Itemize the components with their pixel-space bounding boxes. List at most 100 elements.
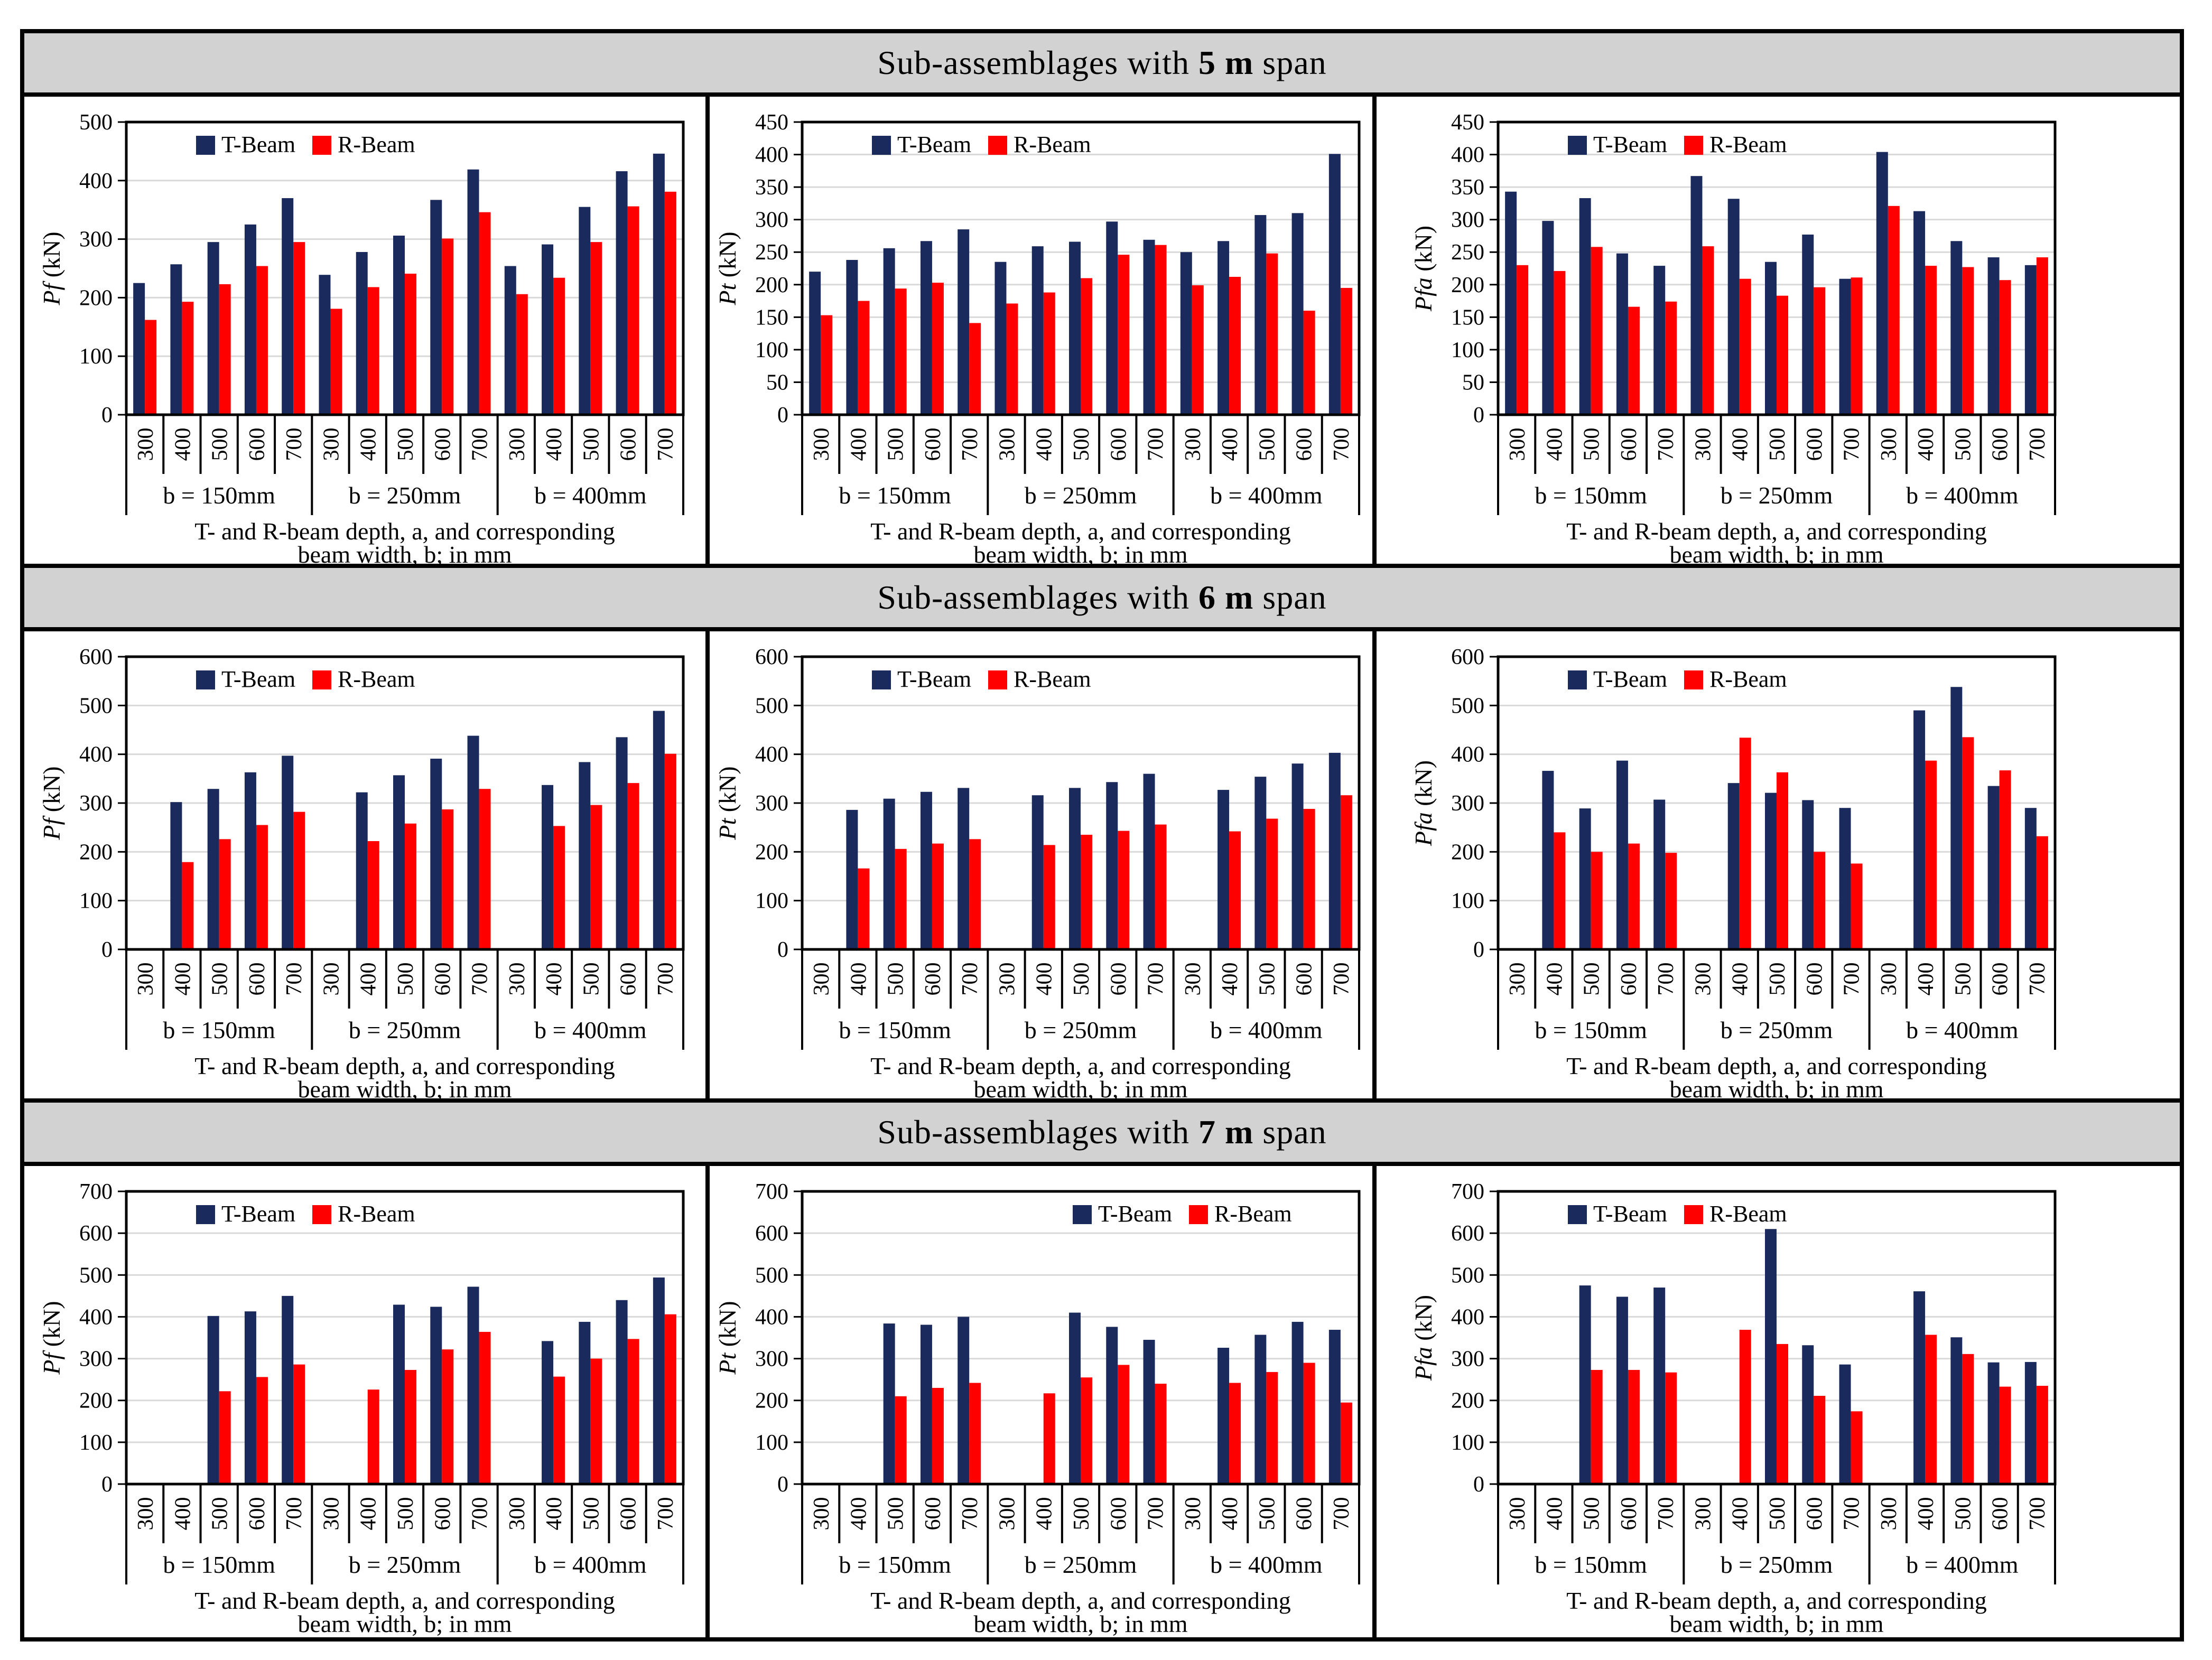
svg-text:400: 400 [171, 963, 195, 996]
y-axis-title: Pf (kN) [38, 1301, 65, 1375]
svg-text:b = 250mm: b = 250mm [348, 482, 461, 509]
bar-t-beam [578, 762, 590, 949]
bar-r-beam [553, 1376, 565, 1484]
svg-text:0: 0 [777, 403, 788, 427]
svg-text:500: 500 [1951, 1497, 1975, 1531]
svg-text:600: 600 [755, 1221, 788, 1246]
bar-r-beam [627, 206, 639, 415]
bar-t-beam [393, 235, 405, 415]
bar-t-beam [616, 1300, 628, 1484]
bar-t-beam [1217, 241, 1230, 415]
svg-text:400: 400 [356, 963, 380, 996]
charts-row: 0 100 200 300 400 500 600 700 300 400 500 600 700 300… [24, 1166, 2180, 1637]
legend: T-Beam R-Beam [1073, 1201, 1292, 1227]
svg-text:400: 400 [79, 743, 113, 767]
bar-t-beam [207, 242, 219, 415]
svg-text:beam width, b; in mm: beam width, b; in mm [298, 1610, 512, 1637]
bar-t-beam [1987, 786, 2000, 949]
t-beam-legend-swatch [1568, 1205, 1587, 1224]
bar-r-beam [1739, 1329, 1751, 1484]
svg-text:beam width, b; in mm: beam width, b; in mm [298, 1076, 512, 1098]
svg-text:500: 500 [1070, 428, 1094, 461]
svg-text:600: 600 [1293, 963, 1317, 996]
bar-r-beam [1043, 845, 1055, 949]
bar-t-beam [541, 244, 553, 415]
t-beam-legend-swatch [196, 1205, 215, 1224]
bar-r-beam [932, 1387, 944, 1484]
bar-t-beam [578, 1321, 590, 1484]
section-title: Sub-assemblages with 5 m span [877, 44, 1327, 81]
bar-t-beam [1291, 763, 1304, 949]
bar-t-beam [995, 262, 1007, 415]
bar-r-beam [1155, 824, 1167, 949]
section-title-band: Sub-assemblages with 5 m span [24, 33, 2180, 97]
bar-r-beam [932, 843, 944, 949]
svg-text:b = 150mm: b = 150mm [1535, 1016, 1647, 1043]
svg-text:0: 0 [1473, 938, 1484, 962]
bar-t-beam [883, 798, 895, 949]
bar-r-beam [858, 868, 870, 949]
bar-t-beam [1876, 152, 1888, 415]
bar-t-beam [958, 788, 970, 949]
svg-text:b = 250mm: b = 250mm [1721, 1016, 1833, 1043]
bar-t-beam [207, 789, 219, 949]
svg-text:beam width, b; in mm: beam width, b; in mm [1669, 1076, 1883, 1098]
t-beam-legend-swatch [196, 136, 215, 155]
bar-t-beam [244, 772, 256, 949]
bars [1579, 1229, 2048, 1484]
bar-r-beam [553, 826, 565, 949]
bars [170, 711, 676, 949]
svg-text:300: 300 [1451, 208, 1484, 232]
r-beam-legend-swatch [312, 670, 331, 689]
svg-text:600: 600 [245, 428, 269, 461]
t-beam-legend-swatch [1073, 1205, 1092, 1224]
plot-border [125, 120, 684, 416]
bar-r-beam [1628, 306, 1640, 415]
bar-t-beam [2024, 1361, 2037, 1484]
bar-r-beam [1665, 1372, 1677, 1484]
x-axis: 300 400 500 600 700 300 400 500 600 700 300 400 500 6… [125, 1484, 684, 1584]
svg-text:beam width, b; in mm: beam width, b; in mm [973, 1610, 1187, 1637]
bar-t-beam [1653, 266, 1666, 415]
legend: T-Beam R-Beam [872, 666, 1091, 692]
r-beam-legend-swatch [312, 136, 331, 155]
bar-r-beam [330, 309, 342, 415]
svg-text:400: 400 [1542, 428, 1567, 461]
bar-r-beam [181, 302, 193, 415]
bar-r-beam [1851, 863, 1863, 949]
bar-r-beam [969, 839, 981, 949]
bar-t-beam [1069, 788, 1081, 949]
bar-r-beam [1229, 1383, 1241, 1484]
svg-text:500: 500 [1765, 428, 1790, 461]
bars [846, 752, 1352, 949]
r-beam-legend-swatch [1684, 670, 1703, 689]
bar-t-beam [846, 259, 858, 415]
svg-text:500: 500 [1580, 1497, 1604, 1531]
svg-text:500: 500 [394, 428, 418, 461]
bar-t-beam [1765, 792, 1777, 949]
y-axis-title: Pfa (kN) [1410, 760, 1437, 846]
bar-t-beam [1254, 1335, 1267, 1484]
bar-t-beam [1802, 800, 1814, 949]
svg-text:600: 600 [1617, 963, 1641, 996]
y-axis-title: Pf (kN) [38, 231, 65, 305]
section-title: Sub-assemblages with 7 m span [877, 1113, 1327, 1151]
bar-r-beam [1739, 738, 1751, 949]
y-axis-title: Pfa (kN) [1410, 1295, 1437, 1381]
bar-r-beam [1340, 795, 1352, 949]
svg-text:T- and R-beam depth, a, and co: T- and R-beam depth, a, and correspondin… [1566, 1052, 1986, 1079]
svg-text:700: 700 [1451, 1180, 1484, 1204]
svg-text:0: 0 [1473, 1472, 1484, 1497]
bar-r-beam [590, 1358, 602, 1484]
bar-r-beam [1081, 835, 1092, 949]
svg-text:600: 600 [1107, 1497, 1131, 1531]
svg-text:150: 150 [755, 305, 788, 330]
bar-r-beam [1340, 1402, 1352, 1484]
svg-text:200: 200 [755, 840, 788, 864]
x-axis: 300 400 500 600 700 300 400 500 600 700 300 400 500 6… [801, 949, 1360, 1050]
svg-text:600: 600 [1107, 963, 1131, 996]
chart-pf-5m: 0 100 200 300 400 500 300 400 500 600 700 300 400 500… [38, 110, 684, 564]
svg-text:400: 400 [847, 1497, 871, 1531]
svg-text:T- and R-beam depth, a, and co: T- and R-beam depth, a, and correspondin… [194, 1052, 615, 1079]
